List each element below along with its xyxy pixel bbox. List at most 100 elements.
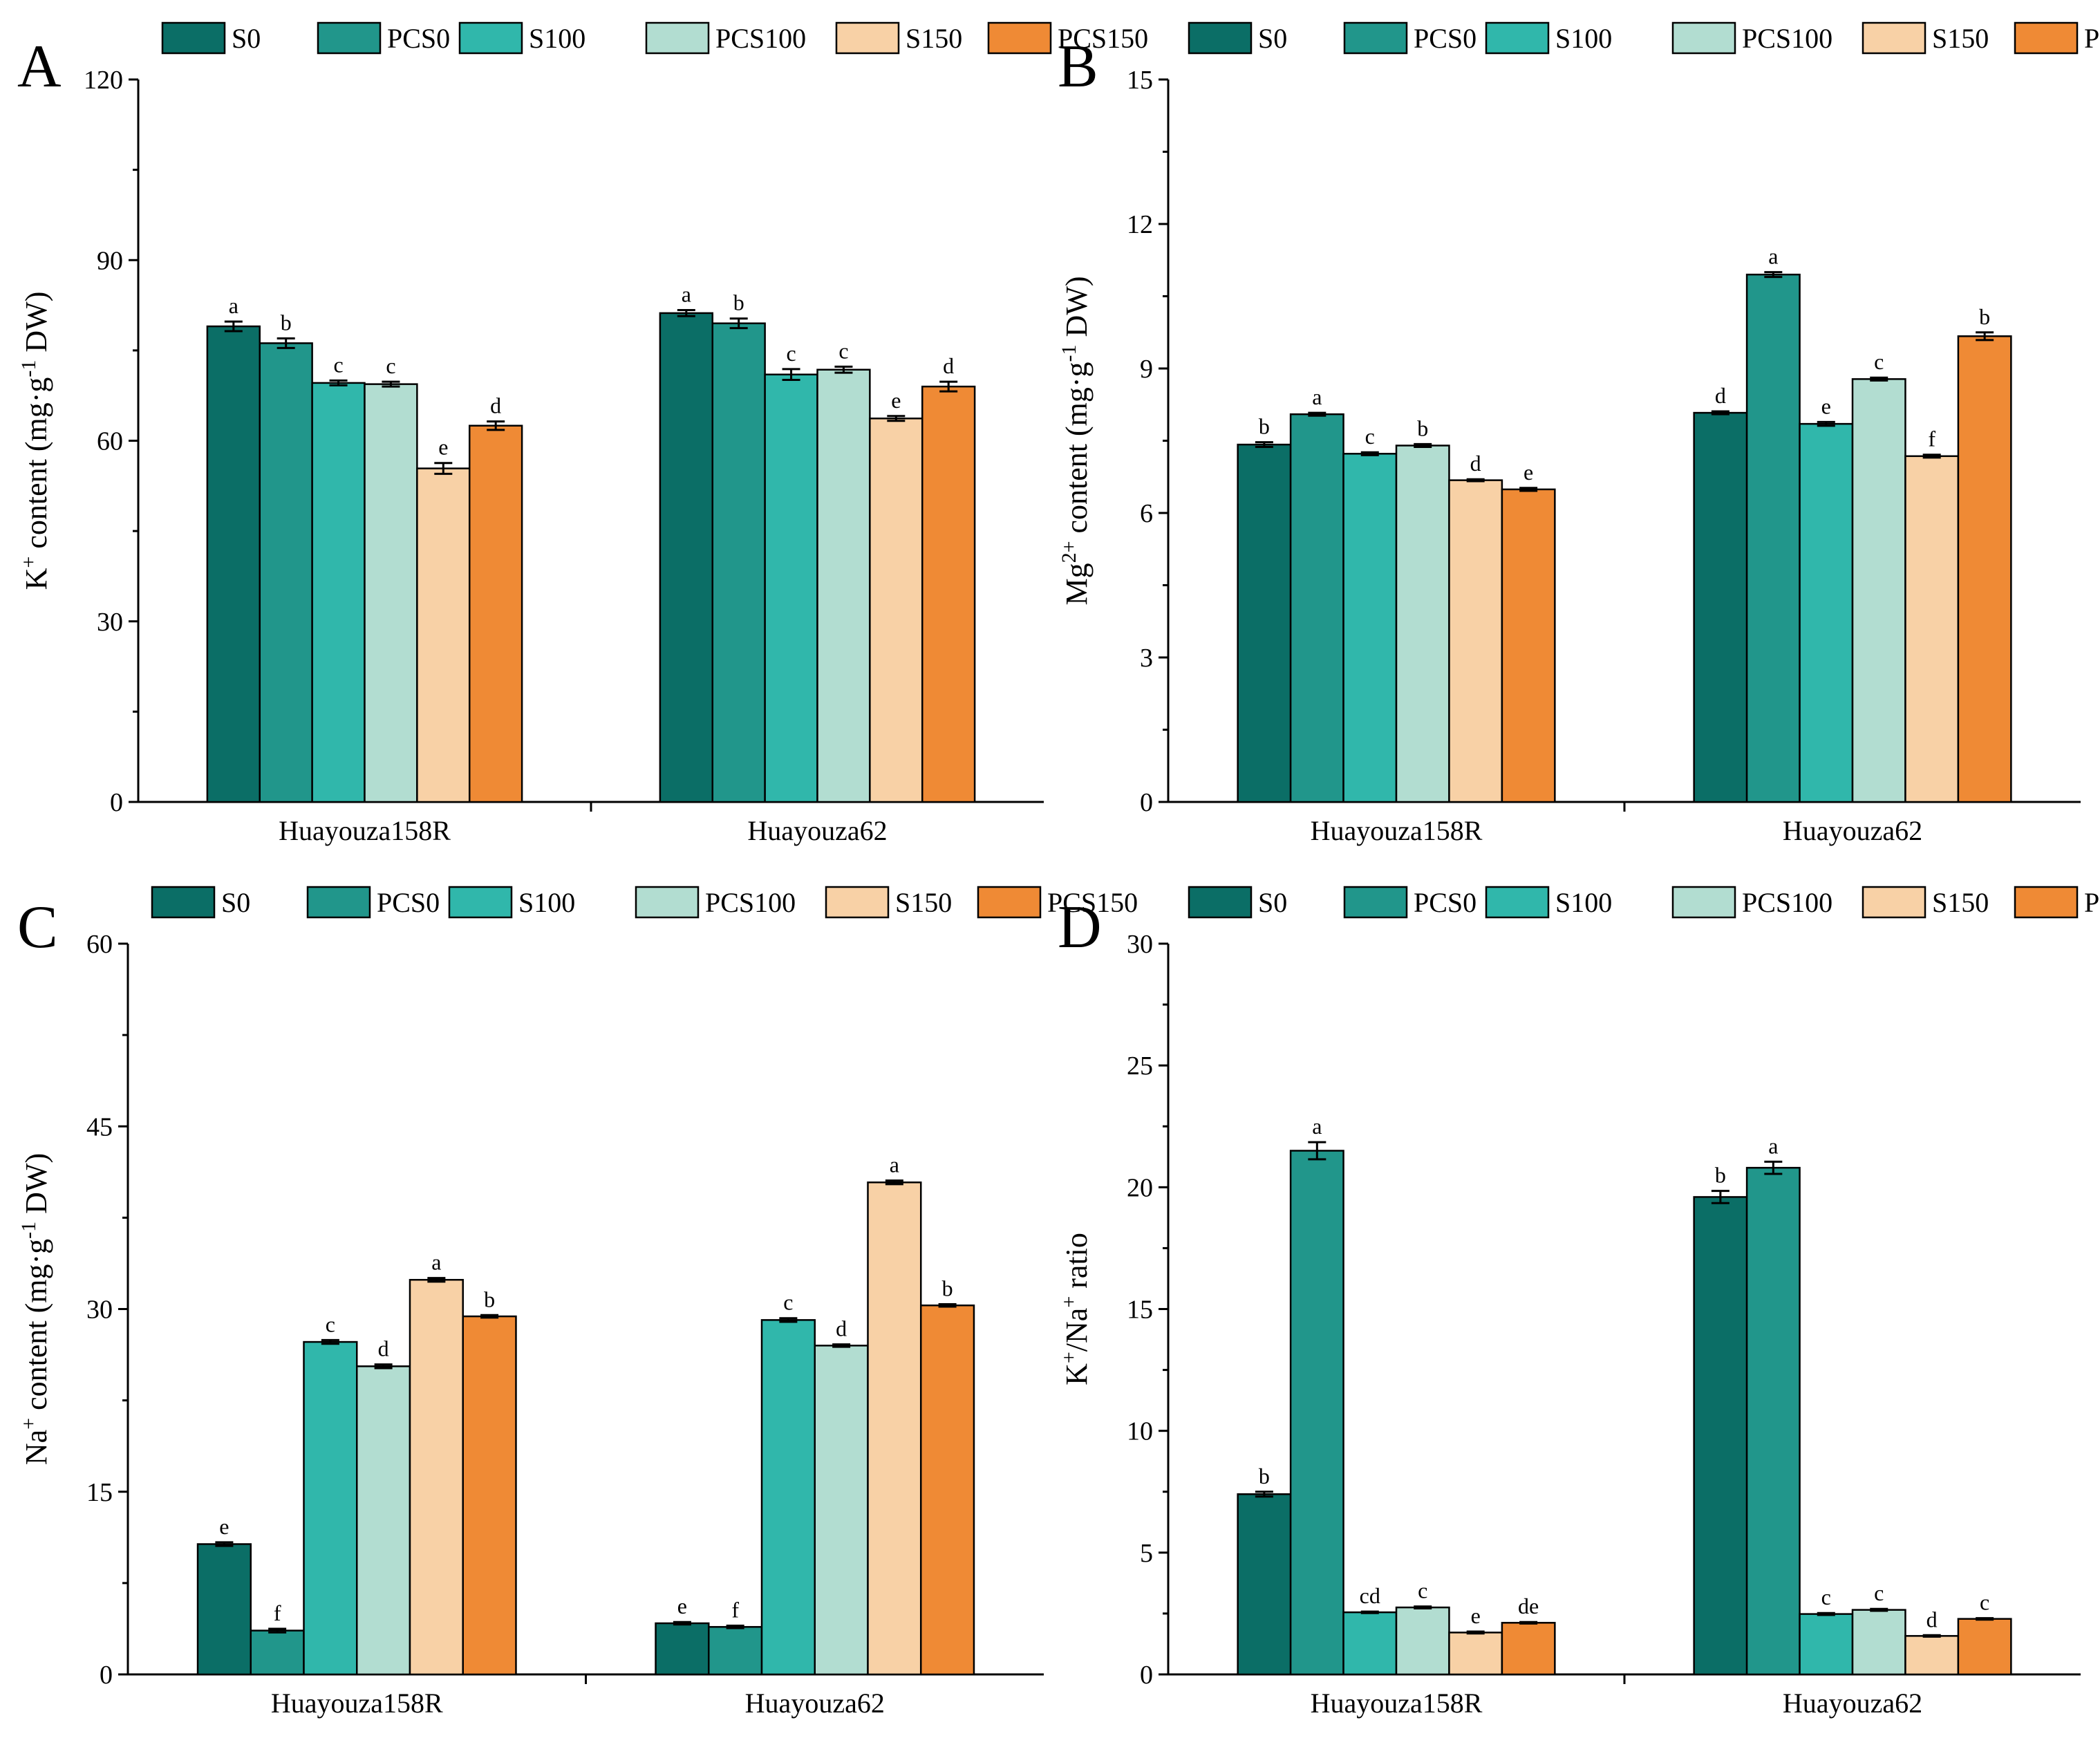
bar-PCS100-Huayouza158R: [1395, 1606, 1450, 1676]
bar-PCS100-Huayouza62: [1851, 1609, 1906, 1676]
legend-swatch: [151, 886, 216, 919]
bar-PCS150-Huayouza158R: [1501, 1622, 1556, 1676]
bar-PCS100-Huayouza62: [1851, 378, 1906, 803]
legend-swatch: [1343, 886, 1408, 919]
y-tick-label: 12: [1127, 210, 1153, 239]
significance-letter: d: [1926, 1607, 1938, 1632]
significance-letter: d: [1715, 383, 1726, 408]
significance-letter: c: [1874, 1580, 1884, 1605]
legend-label: S0: [1258, 23, 1287, 54]
y-axis-label: K+/Na+ ratio: [1058, 1233, 1094, 1385]
y-tick-label: 60: [97, 427, 123, 456]
bar-S100-Huayouza62: [1799, 422, 1854, 803]
legend-label: S0: [232, 23, 261, 54]
y-axis-label-part: /Na: [1060, 1308, 1094, 1352]
legend-item-S0: S0: [161, 21, 261, 55]
significance-letter: b: [1259, 414, 1270, 439]
significance-letter: a: [1312, 1114, 1322, 1139]
bar-PCS0-Huayouza158R: [250, 1629, 305, 1676]
legend-label: PCS100: [705, 887, 796, 918]
significance-letter: e: [1821, 393, 1831, 418]
legend-item-PCS0: PCS0: [306, 886, 440, 919]
y-axis-label-part: content (mg·g: [19, 1239, 53, 1418]
significance-letter: c: [326, 1311, 335, 1336]
y-axis-label-part: content (mg·g: [1060, 362, 1094, 541]
y-tick-label: 15: [86, 1478, 113, 1507]
y-axis-label-sup: +: [17, 1418, 40, 1430]
legend-label: S150: [1932, 23, 1989, 54]
bar-PCS0-Huayouza158R: [1289, 413, 1344, 803]
bar-S150-Huayouza62: [867, 1181, 922, 1676]
x-tick-label: Huayouza62: [747, 815, 887, 846]
legend-label: PCS0: [377, 887, 440, 918]
legend-swatch: [1671, 886, 1736, 919]
significance-letter: d: [490, 393, 501, 418]
y-tick-label: 0: [100, 1661, 113, 1690]
bar-PCS0-Huayouza158R: [1289, 1150, 1344, 1676]
y-axis-label-sup: +: [1058, 1352, 1080, 1363]
bar-PCS0-Huayouza62: [1745, 273, 1801, 803]
legend-label: S150: [1932, 887, 1989, 918]
legend-item-PCS150: PCS150: [2014, 21, 2100, 55]
legend-item-S150: S150: [1862, 886, 1989, 919]
panel-letter: C: [17, 894, 58, 961]
significance-letter: de: [1518, 1594, 1539, 1618]
bar-S150-Huayouza62: [1904, 1635, 1960, 1676]
y-tick-label: 120: [84, 66, 123, 95]
significance-letter: e: [1471, 1603, 1481, 1628]
y-axis-label-part: DW): [19, 292, 53, 360]
legend-item-PCS150: PCS150: [977, 886, 1138, 919]
legend-swatch: [977, 886, 1042, 919]
bar-S150-Huayouza158R: [1448, 1632, 1503, 1676]
significance-letter: c: [1418, 1578, 1427, 1603]
legend-label: PCS100: [1742, 887, 1832, 918]
bar-S100-Huayouza62: [760, 1319, 816, 1676]
y-tick-label: 0: [1140, 788, 1153, 817]
significance-letter: d: [1470, 451, 1481, 476]
legend-label: PCS100: [1742, 23, 1832, 54]
panel-B: B S0 PCS0 S100 PCS100 S150 PCS150 0 3 6 9 12 15 Mg2+ …: [1058, 21, 2100, 846]
significance-letter: c: [386, 353, 395, 378]
y-tick-label: 30: [86, 1296, 113, 1325]
legend: S0 PCS0 S100 PCS100 S150 PCS150: [1188, 886, 2100, 919]
legend-swatch: [306, 886, 371, 919]
y-axis-label: Na+ content (mg·g-1 DW): [17, 1153, 53, 1465]
legend-item-S100: S100: [448, 886, 575, 919]
legend-label: PCS0: [1414, 887, 1476, 918]
legend-item-PCS100: PCS100: [635, 886, 796, 919]
legend-item-S150: S150: [825, 886, 952, 919]
legend-item-S150: S150: [1862, 21, 1989, 55]
bar-S150-Huayouza158R: [416, 467, 471, 803]
bar-PCS150-Huayouza62: [921, 385, 976, 803]
significance-letter: a: [890, 1152, 899, 1177]
legend-item-S100: S100: [458, 21, 585, 55]
legend-swatch: [161, 21, 226, 55]
panel-A: A S0 PCS0 S100 PCS100 S150 PCS150 0 30 60 90 120 K+ …: [17, 21, 1148, 846]
y-axis-label-part: K: [1060, 1363, 1094, 1385]
y-tick-label: 30: [1127, 930, 1153, 959]
significance-letter: a: [229, 293, 238, 318]
legend-label: PCS100: [715, 23, 806, 54]
significance-letter: c: [783, 1290, 793, 1315]
y-axis-label: K+ content (mg·g-1 DW): [17, 292, 53, 590]
legend-swatch: [2014, 886, 2079, 919]
significance-letter: a: [1312, 384, 1322, 409]
bar-S0-Huayouza62: [655, 1622, 710, 1676]
y-axis-label-part: content (mg·g: [19, 377, 53, 557]
legend-item-S0: S0: [1188, 21, 1287, 55]
legend-label: S100: [518, 887, 575, 918]
panel-C: C S0 PCS0 S100 PCS100 S150 PCS150 0 15 30 45 60 Na+ …: [17, 886, 1138, 1719]
significance-letter: c: [1874, 349, 1884, 374]
legend-swatch: [1343, 21, 1408, 55]
bar-PCS0-Huayouza62: [708, 1626, 763, 1676]
legend-label: PCS0: [387, 23, 450, 54]
bar-PCS100-Huayouza158R: [356, 1365, 411, 1676]
legend-item-S100: S100: [1485, 21, 1612, 55]
significance-letter: d: [836, 1316, 847, 1341]
y-tick-label: 5: [1140, 1539, 1153, 1568]
bar-PCS100-Huayouza62: [816, 368, 871, 803]
x-tick-label: Huayouza62: [745, 1688, 885, 1719]
legend-label: PCS0: [1414, 23, 1476, 54]
panel-letter: A: [17, 33, 62, 100]
legend-label: S100: [1555, 23, 1612, 54]
